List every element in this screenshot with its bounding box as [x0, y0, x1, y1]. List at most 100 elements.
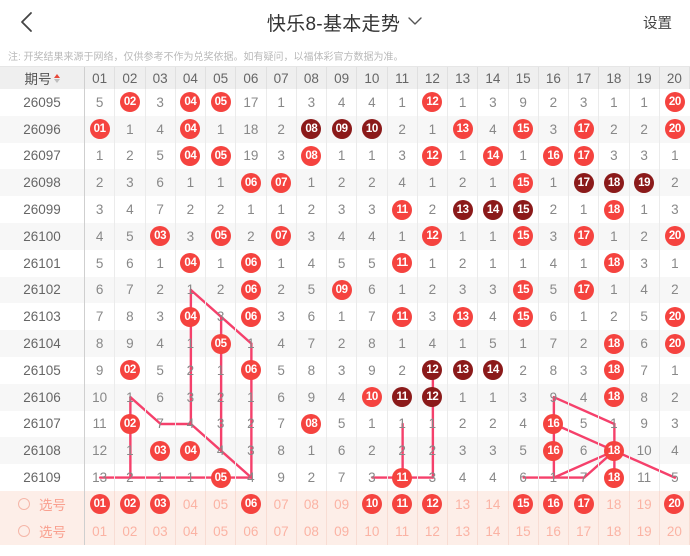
select-cell-15[interactable]: 15 [509, 517, 539, 545]
cell-18[interactable]: 18 [599, 249, 630, 277]
number-ball[interactable]: 18 [603, 199, 624, 220]
number-ball[interactable]: 04 [180, 440, 201, 461]
cell-07[interactable]: 2 [267, 276, 297, 304]
cell-20[interactable]: 5 [671, 470, 679, 486]
cell-13[interactable]: 1 [448, 383, 479, 411]
select-cell-09[interactable]: 09 [327, 517, 358, 545]
column-header-12[interactable]: 12 [417, 67, 448, 89]
cell-14[interactable]: 1 [478, 222, 509, 250]
select-cell-18[interactable]: 18 [599, 490, 630, 518]
number-ball[interactable]: 05 [210, 333, 231, 354]
number-ball[interactable]: 11 [392, 199, 413, 220]
cell-11[interactable]: 4 [388, 169, 418, 197]
cell-03[interactable]: 4 [146, 330, 176, 357]
cell-05[interactable]: 2 [206, 383, 237, 411]
number-ball[interactable]: 08 [301, 413, 322, 434]
select-cell-18[interactable]: 18 [599, 517, 630, 545]
cell-03[interactable]: 5 [146, 142, 176, 170]
number-ball[interactable]: 05 [210, 92, 231, 113]
cell-16[interactable]: 3 [539, 222, 569, 250]
cell-03[interactable]: 3 [146, 89, 176, 116]
cell-09[interactable]: 4 [327, 89, 358, 116]
cell-03[interactable]: 3 [146, 303, 176, 331]
cell-05[interactable]: 05 [206, 464, 237, 491]
issue-number[interactable]: 26099 [0, 196, 85, 223]
column-header-15[interactable]: 15 [508, 67, 539, 89]
cell-08[interactable]: 3 [297, 222, 327, 250]
cell-16[interactable]: 16 [539, 410, 569, 438]
number-ball[interactable]: 04 [180, 145, 201, 166]
cell-02[interactable]: 9 [115, 330, 146, 357]
cell-14[interactable]: 14 [478, 142, 509, 170]
number-ball[interactable]: 18 [603, 333, 624, 354]
cell-02[interactable]: 1 [115, 115, 146, 143]
cell-20[interactable]: 1 [671, 255, 679, 271]
number-ball[interactable]: 11 [392, 253, 413, 274]
cell-07[interactable]: 07 [267, 169, 297, 197]
cell-02[interactable]: 6 [115, 249, 146, 277]
cell-16[interactable]: 9 [539, 383, 569, 411]
cell-13[interactable]: 3 [448, 437, 479, 465]
cell-11[interactable]: 11 [388, 464, 418, 491]
cell-13[interactable]: 13 [448, 115, 479, 143]
cell-16[interactable]: 1 [539, 464, 569, 491]
cell-01[interactable]: 8 [85, 330, 116, 357]
number-ball[interactable]: 14 [482, 145, 503, 166]
cell-03[interactable]: 1 [146, 249, 176, 277]
cell-15[interactable]: 1 [509, 249, 539, 277]
column-header-20[interactable]: 20 [659, 67, 690, 89]
cell-17[interactable]: 3 [569, 356, 600, 384]
cell-09[interactable]: 5 [327, 410, 358, 438]
cell-06[interactable]: 06 [236, 249, 267, 277]
number-ball[interactable]: 15 [513, 119, 534, 140]
cell-07[interactable]: 6 [267, 383, 297, 411]
cell-18[interactable]: 18 [599, 330, 630, 357]
select-cell-11[interactable]: 11 [388, 490, 418, 518]
cell-05[interactable]: 2 [206, 276, 237, 304]
cell-15[interactable]: 5 [509, 437, 539, 465]
number-ball[interactable]: 18 [603, 387, 624, 408]
issue-number[interactable]: 26101 [0, 249, 85, 277]
sort-arrows-icon[interactable] [53, 73, 60, 83]
selected-number-ball[interactable]: 17 [573, 494, 594, 515]
select-cell-09[interactable]: 09 [327, 490, 358, 518]
number-ball[interactable]: 13 [452, 306, 473, 327]
cell-18[interactable]: 18 [599, 437, 630, 465]
cell-19[interactable]: 19 [630, 169, 660, 197]
cell-04[interactable]: 04 [176, 437, 206, 465]
cell-07[interactable]: 3 [267, 303, 297, 331]
cell-03[interactable]: 7 [146, 196, 176, 223]
cell-12[interactable]: 2 [418, 196, 448, 223]
cell-20[interactable]: 3 [671, 202, 679, 218]
cell-06[interactable]: 18 [236, 115, 267, 143]
cell-17[interactable]: 17 [569, 142, 600, 170]
column-header-14[interactable]: 14 [478, 67, 509, 89]
cell-04[interactable]: 1 [176, 169, 206, 197]
cell-07[interactable]: 07 [267, 222, 297, 250]
number-ball[interactable]: 18 [603, 253, 624, 274]
cell-04[interactable]: 04 [176, 115, 206, 143]
cell-12[interactable]: 3 [418, 303, 448, 331]
cell-09[interactable]: 2 [327, 330, 358, 357]
cell-20[interactable]: 20 [660, 116, 690, 143]
number-ball[interactable]: 06 [240, 253, 261, 274]
cell-20[interactable]: 4 [671, 443, 679, 459]
cell-08[interactable]: 3 [297, 89, 327, 116]
cell-02[interactable]: 2 [115, 142, 146, 170]
select-cell-02[interactable]: 02 [115, 517, 146, 545]
number-ball[interactable]: 06 [240, 279, 261, 300]
number-ball[interactable]: 10 [361, 387, 382, 408]
number-ball[interactable]: 02 [119, 360, 140, 381]
cell-15[interactable]: 4 [509, 410, 539, 438]
select-cell-19[interactable]: 19 [630, 490, 660, 518]
cell-04[interactable]: 1 [176, 330, 206, 357]
cell-10[interactable]: 9 [357, 356, 388, 384]
select-cell-01[interactable]: 01 [85, 517, 116, 545]
cell-20[interactable]: 2 [671, 175, 679, 191]
number-ball[interactable]: 17 [573, 145, 594, 166]
select-cell-17[interactable]: 17 [569, 517, 600, 545]
cell-01[interactable]: 13 [85, 464, 116, 491]
cell-17[interactable]: 6 [569, 437, 600, 465]
settings-button[interactable]: 设置 [643, 15, 672, 32]
number-ball[interactable]: 04 [180, 119, 201, 140]
